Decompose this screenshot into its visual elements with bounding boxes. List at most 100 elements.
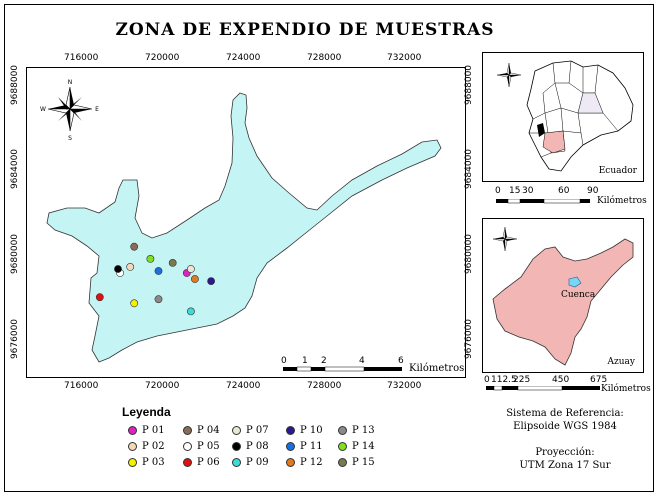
scale-label-6: 6 (398, 356, 404, 366)
scale-label-2: 2 (321, 356, 327, 366)
azuay-inset: Cuenca Azuay (482, 218, 644, 373)
legend-item-p12: P 12 (286, 457, 323, 468)
y-tick-left-2: 9680000 (10, 233, 20, 275)
ecuador-compass-icon (496, 62, 522, 88)
ecuador-azuay-highlight (542, 130, 566, 154)
y-tick-right-0: 9688000 (464, 64, 474, 106)
ecuador-inset: Ecuador (482, 52, 644, 182)
x-tick-top-1: 720000 (145, 53, 180, 63)
legend-label: P 01 (142, 425, 165, 436)
legend-swatch (183, 458, 192, 467)
ecuador-map-svg (496, 60, 634, 172)
sample-point-p09 (186, 307, 195, 316)
north-arrow-icon: N S E W (40, 79, 99, 142)
sample-point-p03 (130, 299, 139, 308)
ecuador-scale-90: 90 (587, 186, 599, 196)
legend-swatch (338, 442, 347, 451)
ecuador-study-area (537, 123, 545, 137)
azuay-scale-675: 675 (590, 375, 608, 385)
y-tick-left-0: 9688000 (10, 64, 20, 106)
legend-item-p05: P 05 (183, 441, 220, 452)
azuay-province-shape (492, 238, 634, 366)
legend-label: P 14 (352, 441, 375, 452)
legend-item-p03: P 03 (128, 457, 165, 468)
legend-item-p13: P 13 (338, 425, 375, 436)
legend-swatch (338, 458, 347, 467)
sample-points (95, 242, 215, 316)
legend-swatch (232, 442, 241, 451)
scale-unit: Kilómetros (409, 363, 465, 374)
legend-item-p09: P 09 (232, 457, 269, 468)
legend-swatch (128, 458, 137, 467)
sample-point-p04 (130, 242, 139, 251)
reference-label: Sistema de Referencia: (506, 408, 624, 419)
ecuador-neighbor-shade (577, 92, 604, 114)
azuay-scale-0: 0 (484, 375, 490, 385)
legend-swatch (128, 442, 137, 451)
study-area-region (46, 92, 442, 363)
azuay-scale-112: 112.5 (491, 375, 517, 385)
legend-swatch (338, 426, 347, 435)
y-tick-right-2: 9680000 (464, 233, 474, 275)
projection-label: Proyección: (535, 447, 595, 458)
azuay-scale-450: 450 (552, 375, 570, 385)
legend-label: P 08 (246, 441, 269, 452)
legend-label: P 02 (142, 441, 165, 452)
sample-point-p08 (114, 265, 122, 273)
x-tick-top-4: 732000 (387, 53, 422, 63)
map-title: ZONA DE EXPENDIO DE MUESTRAS (115, 20, 495, 40)
legend-swatch (183, 426, 192, 435)
azuay-map-svg (492, 226, 634, 366)
main-map-svg: N S E W (40, 79, 442, 372)
ecuador-scale-0: 0 (495, 186, 501, 196)
sample-point-p14 (146, 254, 155, 263)
main-map-panel: N S E W 0 1 2 4 6 Kilómetros (26, 67, 466, 378)
legend-label: P 10 (300, 425, 323, 436)
legend-item-p15: P 15 (338, 457, 375, 468)
x-tick-top-0: 716000 (64, 53, 99, 63)
cuenca-label: Cuenca (561, 290, 596, 300)
azuay-label: Azuay (607, 357, 636, 367)
legend-swatch (286, 442, 295, 451)
legend-item-p14: P 14 (338, 441, 375, 452)
x-tick-bottom-2: 724000 (226, 381, 261, 391)
azuay-scale-unit: Kilómetros (601, 384, 651, 394)
x-tick-bottom-1: 720000 (145, 381, 180, 391)
legend-item-p07: P 07 (232, 425, 269, 436)
sample-point-p02 (126, 262, 135, 271)
legend-swatch (128, 426, 137, 435)
legend-label: P 13 (352, 425, 375, 436)
legend-label: P 06 (197, 457, 220, 468)
ecuador-scale-60: 60 (558, 186, 570, 196)
x-tick-top-2: 724000 (226, 53, 261, 63)
ecuador-scale-30: 30 (522, 186, 534, 196)
y-tick-left-3: 9676000 (10, 318, 20, 360)
scale-label-4: 4 (359, 356, 365, 366)
legend-item-p10: P 10 (286, 425, 323, 436)
y-tick-right-3: 9676000 (464, 318, 474, 360)
legend-title: Leyenda (122, 405, 171, 419)
legend-item-p01: P 01 (128, 425, 165, 436)
legend-swatch (232, 458, 241, 467)
x-tick-top-3: 728000 (307, 53, 342, 63)
legend-label: P 05 (197, 441, 220, 452)
x-tick-bottom-4: 732000 (387, 381, 422, 391)
legend-label: P 12 (300, 457, 323, 468)
legend-item-p08: P 08 (232, 441, 269, 452)
azuay-scale-225: 225 (513, 375, 531, 385)
y-tick-right-1: 9684000 (464, 148, 474, 190)
sample-point-p11 (154, 267, 163, 275)
legend-item-p04: P 04 (183, 425, 220, 436)
legend-label: P 15 (352, 457, 375, 468)
cuenca-city-area (568, 276, 582, 288)
legend-swatch (286, 458, 295, 467)
azuay-compass-icon (492, 226, 518, 252)
projection: Proyección: UTM Zona 17 Sur (490, 446, 640, 472)
azuay-scale-bar (486, 386, 600, 391)
y-tick-left-1: 9684000 (10, 148, 20, 190)
reference-system: Sistema de Referencia: Elipsoide WGS 198… (490, 407, 640, 433)
legend-item-p11: P 11 (286, 441, 323, 452)
sample-point-p06 (95, 293, 104, 302)
main-scale-bar (283, 366, 402, 372)
legend-item-p02: P 02 (128, 441, 165, 452)
